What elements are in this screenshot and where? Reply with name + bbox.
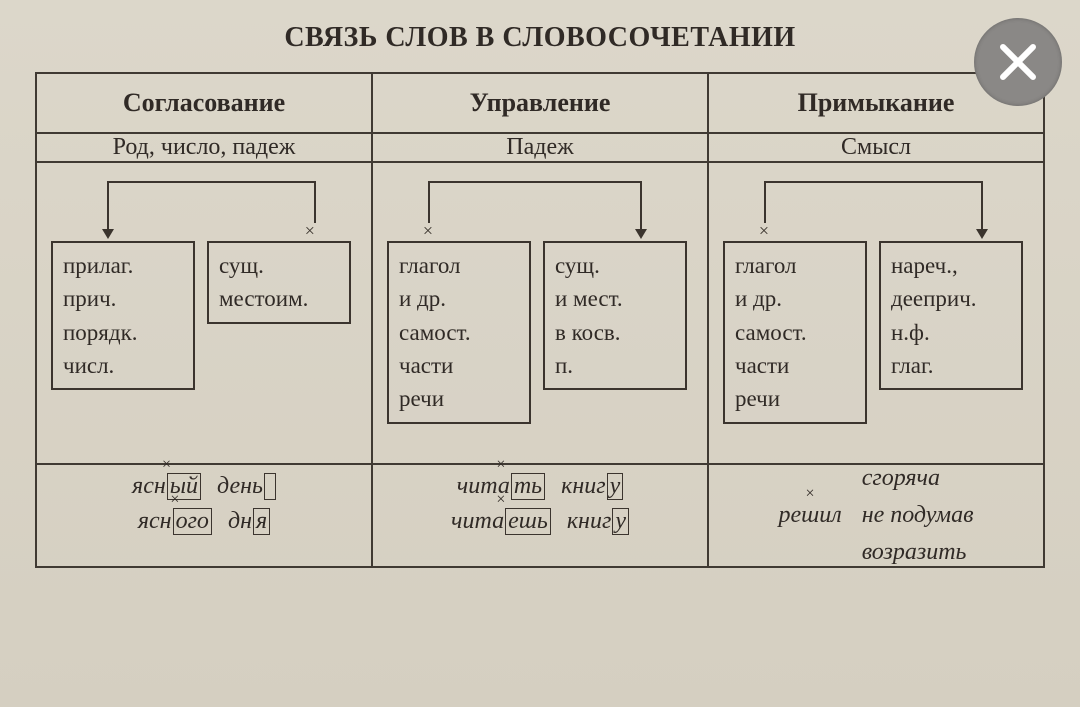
example-word: × ясный — [130, 473, 203, 500]
pos-box-right: нареч., дееприч. н.ф. глаг. — [879, 241, 1023, 390]
col-header: Управление — [372, 73, 708, 133]
pos-line: в косв. — [555, 316, 675, 349]
cross-mark: × — [806, 485, 815, 503]
cross-mark: × — [496, 491, 505, 509]
pos-line: и мест. — [555, 282, 675, 315]
pos-line: местоим. — [219, 282, 339, 315]
example-word: дня — [226, 508, 272, 535]
col-header: Согласование — [36, 73, 372, 133]
example-word: книгу — [559, 473, 625, 500]
table-row: × ясный день × ясного дня — [36, 464, 1044, 567]
pos-line: прич. — [63, 282, 183, 315]
pos-box-right: сущ. местоим. — [207, 241, 351, 324]
example-word: × ясного — [136, 508, 214, 535]
scheme-cell: × глагол и др. самост. части речи — [372, 162, 708, 464]
pos-line: и др. — [735, 282, 855, 315]
example-word: × читаешь — [449, 508, 553, 535]
pos-line: части — [399, 349, 519, 382]
pos-line: сущ. — [219, 249, 339, 282]
scheme-cell: × прилаг. прич. порядк. числ. сущ. — [36, 162, 372, 464]
pos-line: н.ф. — [891, 316, 1011, 349]
example-word: книгу — [565, 508, 631, 535]
word-stem: книг — [561, 473, 606, 499]
word-stem: дн — [228, 508, 252, 534]
pos-line: порядк. — [63, 316, 183, 349]
word-stem: книг — [567, 508, 612, 534]
pos-line: дееприч. — [891, 282, 1011, 315]
pos-line: глаг. — [891, 349, 1011, 382]
pos-line: части — [735, 349, 855, 382]
word-ending: я — [253, 508, 270, 535]
example-right-list: сгоряча не подумав возразить — [862, 465, 974, 566]
word-ending: ешь — [505, 508, 551, 535]
pos-box-left: глагол и др. самост. части речи — [387, 241, 531, 424]
pos-box-right: сущ. и мест. в косв. п. — [543, 241, 687, 390]
col-subheader: Род, число, падеж — [36, 133, 372, 162]
example-word: день — [215, 473, 278, 500]
example-cell: × решил сгоряча не подумав возразить — [708, 464, 1044, 567]
pos-line: самост. — [399, 316, 519, 349]
word-stem: день — [217, 473, 263, 499]
example-word: × решил — [778, 502, 841, 529]
pos-line: глагол — [399, 249, 519, 282]
cross-mark: × — [162, 456, 171, 474]
word-ending: у — [607, 473, 624, 500]
table-row: × прилаг. прич. порядк. числ. сущ. — [36, 162, 1044, 464]
table-row: Согласование Управление Примыкание — [36, 73, 1044, 133]
pos-line: прилаг. — [63, 249, 183, 282]
close-button[interactable] — [974, 18, 1062, 106]
main-table: Согласование Управление Примыкание Род, … — [35, 72, 1045, 568]
word-stem: чита — [451, 508, 504, 534]
scheme-cell: × глагол и др. самост. части речи — [708, 162, 1044, 464]
pos-line: и др. — [399, 282, 519, 315]
bracket: × — [764, 181, 983, 241]
pos-box-left: глагол и др. самост. части речи — [723, 241, 867, 424]
example-word: возразить — [862, 539, 974, 566]
bracket: × — [107, 181, 316, 241]
example-word: сгоряча — [862, 465, 974, 492]
cross-mark: × — [170, 491, 179, 509]
pos-line: глагол — [735, 249, 855, 282]
pos-line: речи — [399, 382, 519, 415]
close-icon — [995, 39, 1041, 85]
pos-line: самост. — [735, 316, 855, 349]
bracket: × — [428, 181, 642, 241]
pos-line: сущ. — [555, 249, 675, 282]
word-stem: ясн — [132, 473, 166, 499]
cross-mark: × — [496, 456, 505, 474]
pos-line: речи — [735, 382, 855, 415]
word-ending: у — [612, 508, 629, 535]
example-cell: × ясный день × ясного дня — [36, 464, 372, 567]
word-stem: решил — [778, 502, 841, 528]
col-subheader: Смысл — [708, 133, 1044, 162]
word-ending — [264, 473, 276, 500]
table-row: Род, число, падеж Падеж Смысл — [36, 133, 1044, 162]
pos-line: числ. — [63, 349, 183, 382]
word-stem: ясн — [138, 508, 172, 534]
pos-line: нареч., — [891, 249, 1011, 282]
page: СВЯЗЬ СЛОВ В СЛОВОСОЧЕТАНИИ Согласование… — [0, 0, 1080, 707]
pos-line: п. — [555, 349, 675, 382]
pos-box-left: прилаг. прич. порядк. числ. — [51, 241, 195, 390]
col-subheader: Падеж — [372, 133, 708, 162]
example-cell: × читать книгу × читаешь книгу — [372, 464, 708, 567]
word-ending: ого — [173, 508, 212, 535]
word-ending: ть — [511, 473, 545, 500]
example-word: не подумав — [862, 502, 974, 529]
page-title: СВЯЗЬ СЛОВ В СЛОВОСОЧЕТАНИИ — [0, 0, 1080, 54]
